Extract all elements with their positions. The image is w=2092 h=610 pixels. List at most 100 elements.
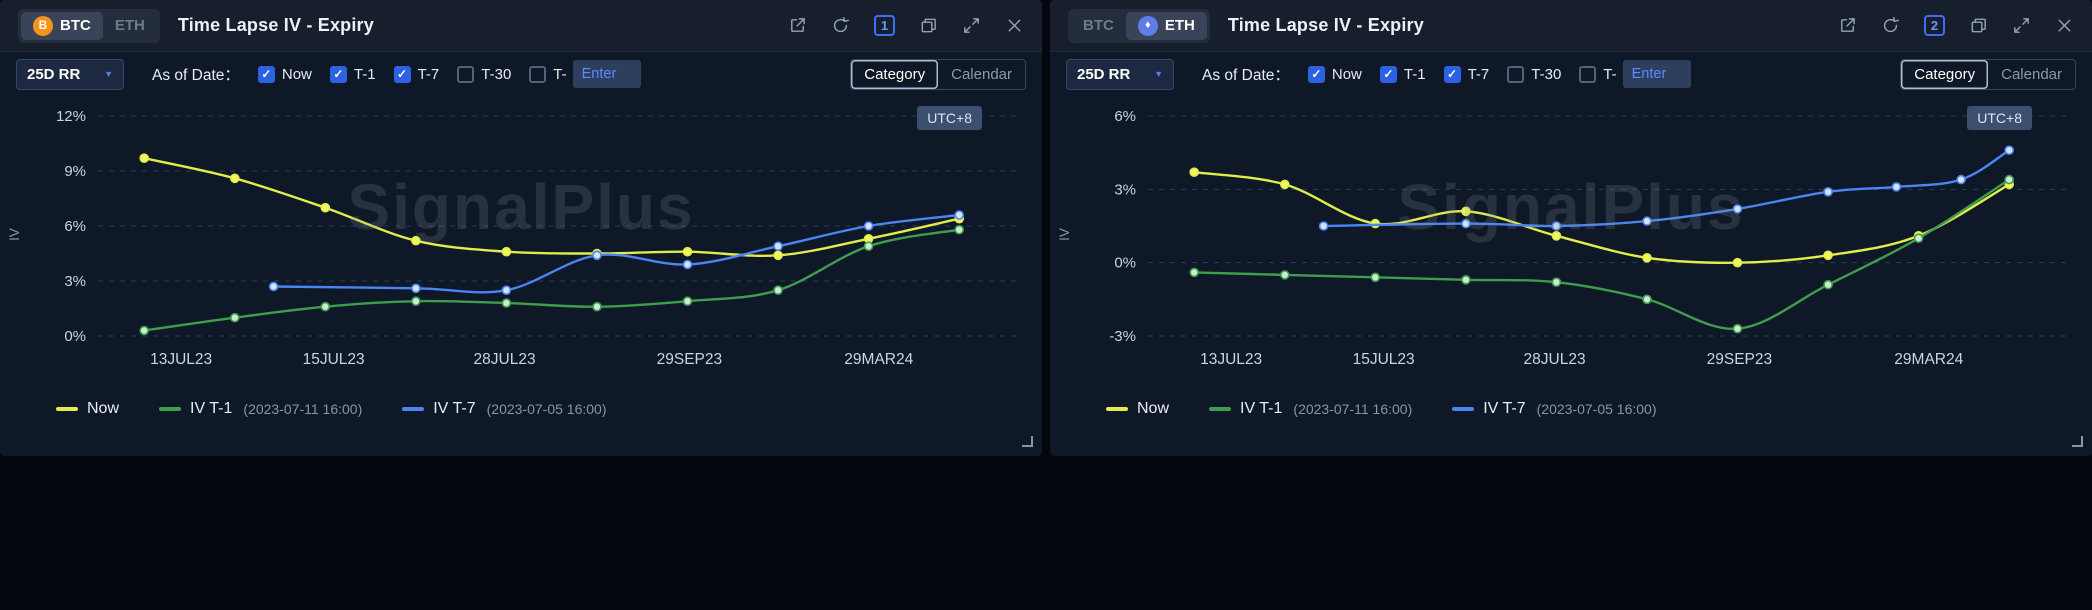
panel-number-badge[interactable]: 1	[874, 15, 895, 36]
chevron-down-icon: ▼	[1154, 69, 1163, 79]
data-point-iv-t-7[interactable]	[863, 221, 874, 231]
checkbox-t30[interactable]: T-30	[457, 65, 511, 83]
data-point-iv-t-1[interactable]	[1461, 275, 1471, 285]
data-point-iv-t-7[interactable]	[592, 250, 602, 261]
checkbox-t7[interactable]: T-7	[393, 65, 439, 83]
data-point-iv-t-1[interactable]	[1732, 323, 1743, 334]
data-point-iv-t-1[interactable]	[320, 301, 331, 312]
open-external-icon[interactable]	[1838, 16, 1857, 35]
coin-tab-eth[interactable]: ♦ ETH	[1125, 11, 1207, 40]
data-point-iv-t-1[interactable]	[1913, 233, 1924, 243]
data-point-iv-t-1[interactable]	[682, 296, 693, 306]
data-point-now[interactable]	[230, 173, 240, 184]
close-icon[interactable]	[1005, 16, 1024, 35]
data-point-iv-t-1[interactable]	[1823, 279, 1833, 290]
data-point-iv-t-7[interactable]	[1891, 182, 1902, 192]
checkbox-now[interactable]: Now	[1307, 65, 1362, 83]
tab-calendar[interactable]: Calendar	[1988, 60, 2075, 89]
tab-category[interactable]: Category	[1901, 60, 1988, 89]
data-point-now[interactable]	[1370, 218, 1381, 229]
resize-handle[interactable]	[1022, 436, 1033, 447]
checkbox-now[interactable]: Now	[257, 65, 312, 83]
data-point-now[interactable]	[1642, 253, 1652, 263]
data-point-now[interactable]	[682, 246, 693, 257]
legend-item-t7[interactable]: IV T-7 (2023-07-05 16:00)	[402, 400, 607, 418]
data-point-now[interactable]	[1823, 250, 1833, 261]
data-point-iv-t-1[interactable]	[1189, 267, 1199, 278]
data-point-iv-t-1[interactable]	[230, 312, 240, 323]
panel-number-badge[interactable]: 2	[1924, 15, 1945, 36]
metric-dropdown[interactable]: 25D RR ▼	[1066, 58, 1174, 90]
chevron-down-icon: ▼	[104, 69, 113, 79]
coin-tab-btc[interactable]: B BTC	[21, 11, 103, 40]
data-point-now[interactable]	[411, 235, 421, 246]
legend-item-now[interactable]: Now	[56, 400, 119, 418]
duplicate-icon[interactable]	[919, 16, 938, 35]
data-point-iv-t-1[interactable]	[773, 285, 783, 295]
tab-calendar[interactable]: Calendar	[938, 60, 1025, 89]
checkbox-label: T-1	[353, 65, 376, 83]
resize-handle[interactable]	[2072, 436, 2083, 447]
data-point-iv-t-7[interactable]	[1318, 221, 1329, 231]
data-point-now[interactable]	[501, 246, 512, 257]
checkbox-t-custom[interactable]: T-	[529, 65, 567, 83]
expand-icon[interactable]	[2012, 16, 2031, 35]
data-point-now[interactable]	[1461, 206, 1471, 217]
legend-item-t1[interactable]: IV T-1 (2023-07-11 16:00)	[1209, 400, 1412, 418]
data-point-iv-t-7[interactable]	[682, 259, 693, 270]
data-point-now[interactable]	[1280, 179, 1290, 190]
data-point-now[interactable]	[1551, 231, 1562, 241]
refresh-icon[interactable]	[831, 16, 850, 35]
legend-item-t1[interactable]: IV T-1 (2023-07-11 16:00)	[159, 400, 362, 418]
refresh-icon[interactable]	[1881, 16, 1900, 35]
duplicate-icon[interactable]	[1969, 16, 1988, 35]
data-point-iv-t-7[interactable]	[954, 210, 965, 220]
data-point-iv-t-1[interactable]	[139, 325, 149, 336]
data-point-iv-t-7[interactable]	[1551, 221, 1562, 231]
close-icon[interactable]	[2055, 16, 2074, 35]
data-point-now[interactable]	[139, 153, 149, 164]
tab-category[interactable]: Category	[851, 60, 938, 89]
coin-tab-eth[interactable]: ETH	[103, 13, 157, 39]
data-point-iv-t-1[interactable]	[1370, 272, 1381, 283]
checkbox-t7[interactable]: T-7	[1443, 65, 1489, 83]
open-external-icon[interactable]	[788, 16, 807, 35]
metric-dropdown[interactable]: 25D RR ▼	[16, 58, 124, 90]
data-point-iv-t-7[interactable]	[1823, 187, 1833, 197]
checkbox-t1[interactable]: T-1	[329, 65, 376, 83]
data-point-now[interactable]	[773, 250, 783, 261]
checkbox-t30[interactable]: T-30	[1507, 65, 1561, 83]
checkbox-t1[interactable]: T-1	[1379, 65, 1426, 83]
data-point-iv-t-7[interactable]	[1461, 218, 1471, 229]
coin-tab-btc[interactable]: BTC	[1071, 13, 1126, 39]
data-point-iv-t-7[interactable]	[1732, 204, 1743, 214]
data-point-iv-t-1[interactable]	[501, 298, 512, 308]
data-point-iv-t-1[interactable]	[954, 224, 965, 235]
t-custom-input[interactable]	[572, 60, 641, 88]
data-point-now[interactable]	[320, 202, 331, 213]
data-point-iv-t-1[interactable]	[2004, 174, 2015, 185]
legend-label: Now	[87, 400, 120, 417]
data-point-iv-t-1[interactable]	[1642, 294, 1652, 305]
data-point-iv-t-1[interactable]	[863, 241, 874, 251]
data-point-iv-t-1[interactable]	[1551, 277, 1562, 287]
data-point-iv-t-7[interactable]	[773, 241, 783, 251]
data-point-now[interactable]	[1732, 257, 1743, 268]
data-point-iv-t-1[interactable]	[1280, 270, 1290, 280]
y-tick-label: 0%	[64, 328, 86, 345]
data-point-iv-t-7[interactable]	[411, 283, 421, 294]
data-point-now[interactable]	[1189, 167, 1199, 177]
data-point-iv-t-7[interactable]	[2004, 145, 2015, 156]
checkbox-t-custom[interactable]: T-	[1579, 65, 1617, 83]
expand-icon[interactable]	[962, 16, 981, 35]
t-custom-input[interactable]	[1622, 60, 1691, 88]
data-point-iv-t-7[interactable]	[268, 281, 279, 292]
legend-item-t7[interactable]: IV T-7 (2023-07-05 16:00)	[1452, 400, 1657, 418]
legend-item-now[interactable]: Now	[1106, 400, 1169, 418]
data-point-iv-t-7[interactable]	[1956, 174, 1966, 185]
data-point-iv-t-7[interactable]	[1642, 216, 1652, 226]
checkbox-icon	[1443, 65, 1461, 83]
data-point-iv-t-1[interactable]	[592, 301, 602, 312]
data-point-iv-t-1[interactable]	[411, 296, 421, 306]
data-point-iv-t-7[interactable]	[501, 285, 512, 295]
